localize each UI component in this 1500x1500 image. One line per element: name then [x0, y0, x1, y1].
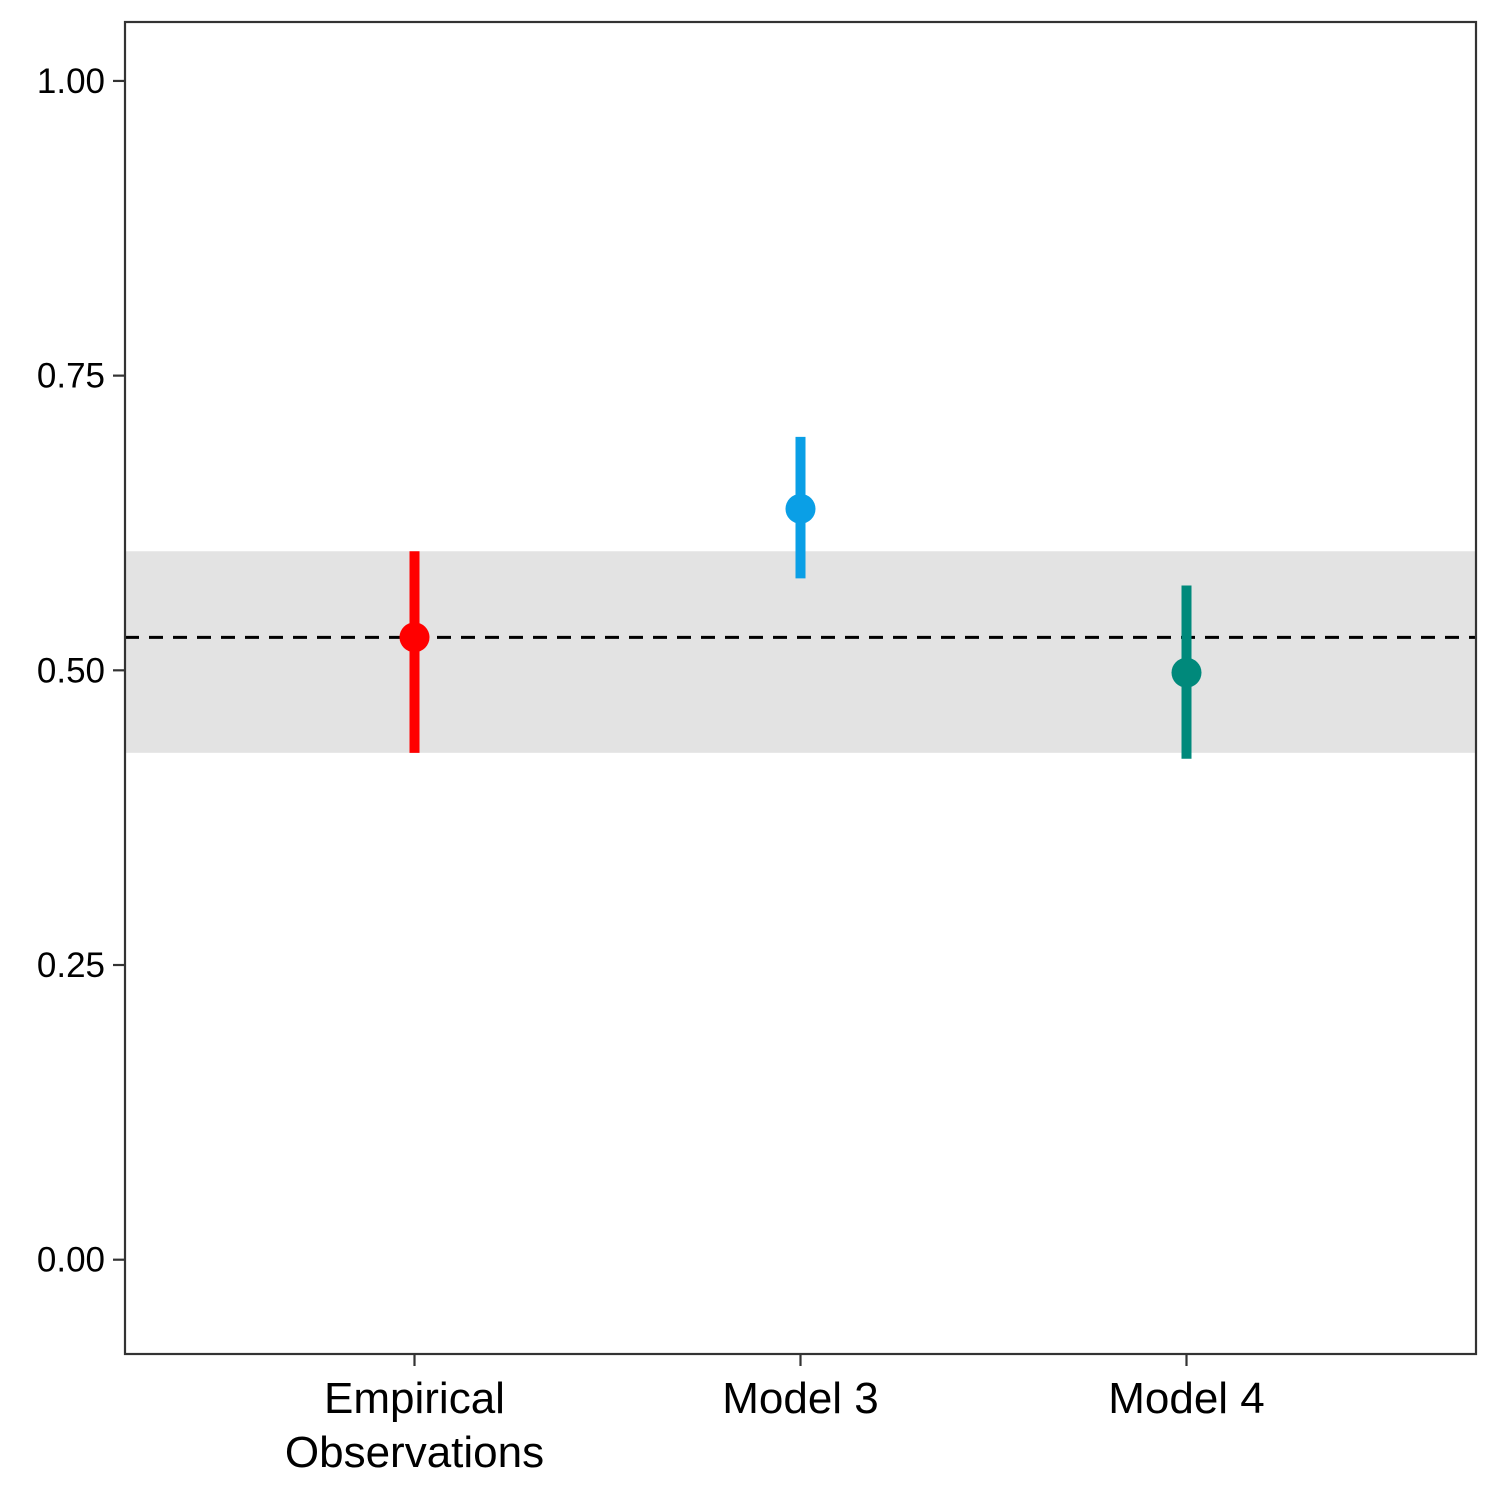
- plot-area: [125, 436, 1476, 759]
- data-point: [399, 622, 430, 653]
- x-tick-label: Model 4: [1108, 1374, 1265, 1423]
- y-tick-label: 0.50: [37, 651, 105, 690]
- y-tick-label: 0.25: [37, 946, 105, 985]
- axes: 0.00 0.25 0.50 0.75 1.00 Empirical Observation…: [37, 20, 1478, 1477]
- data-point: [785, 493, 816, 524]
- x-tick-label: Observations: [285, 1428, 544, 1477]
- y-tick-label: 1.00: [37, 62, 105, 101]
- y-tick-label: 0.75: [37, 357, 105, 396]
- y-tick-label: 0.00: [37, 1241, 105, 1280]
- data-point: [1171, 657, 1202, 688]
- x-tick-label: Empirical: [324, 1374, 505, 1423]
- reference-band: [125, 551, 1476, 753]
- x-tick-label: Model 3: [722, 1374, 879, 1423]
